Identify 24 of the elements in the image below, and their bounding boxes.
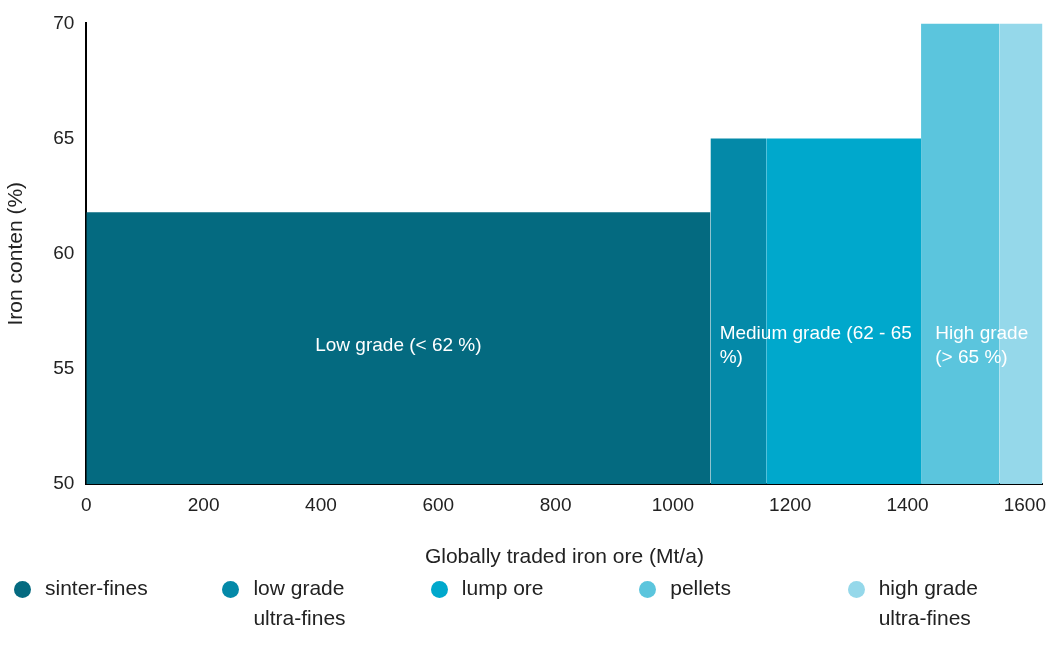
x-tick-label: 200 [187,493,220,515]
y-tick-label: 60 [53,241,75,263]
x-tick-label: 1000 [651,493,695,515]
annotation: Medium grade (62 - 65 %) [719,322,912,368]
y-tick-label: 70 [53,11,75,33]
y-tick-label: 55 [53,357,75,379]
x-tick-label: 1200 [769,493,812,515]
y-tick-label: 50 [53,472,75,494]
y-axis-title: Iron conten (%) [3,181,27,326]
x-axis-title: Globally traded iron ore (Mt/a) [424,544,704,568]
legend-label: sinter-fines [45,576,148,599]
x-tick-label: 1400 [886,493,929,515]
x-tick-label: 600 [422,493,455,515]
x-tick-label: 1600 [1003,493,1047,515]
annotation: Low grade (< 62 %) [315,334,482,356]
legend-label: lump ore [461,576,544,599]
x-tick-label: 800 [539,493,572,515]
legend-label: pellets [670,576,731,599]
x-tick-label: 400 [305,493,337,515]
annotation: High grade (> 65 %) [935,322,1029,368]
y-tick-label: 65 [53,126,75,148]
legend-label: low grade ultra-fines [253,576,346,629]
x-tick-label: 0 [81,493,92,515]
legend-label: high grade ultra-fines [878,576,978,629]
